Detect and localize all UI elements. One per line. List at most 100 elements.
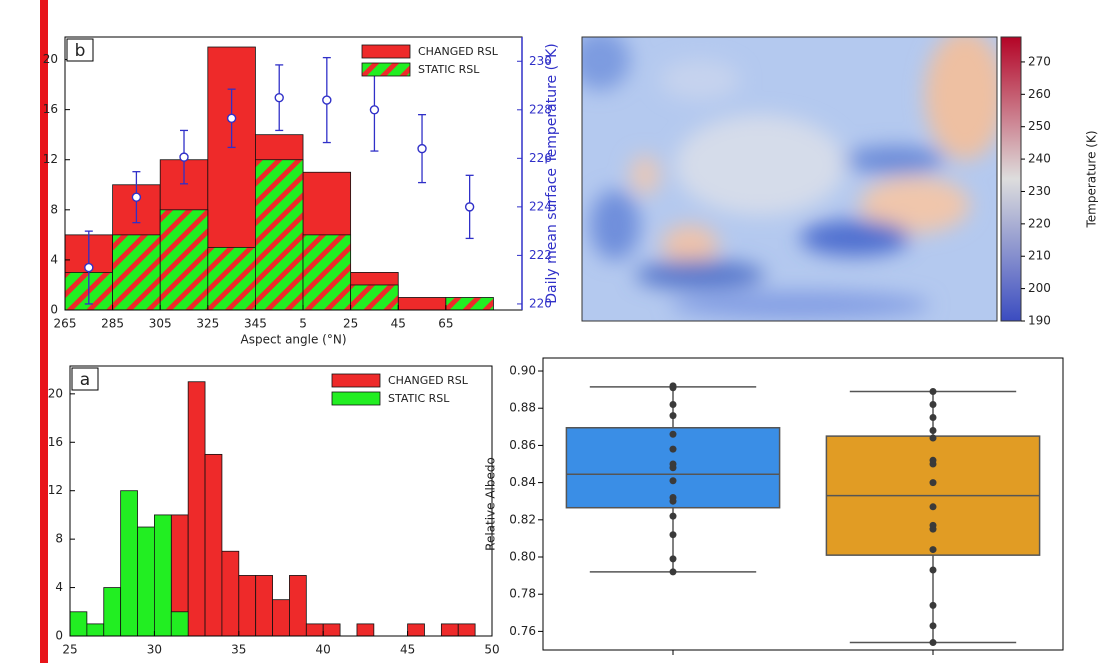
- x-tick-label: 30: [147, 643, 162, 657]
- x-tick-label: 305: [149, 317, 172, 331]
- map-patch: [662, 225, 718, 265]
- colorbar-tick-label: 270: [1028, 54, 1051, 68]
- histogram-bar: [458, 624, 475, 636]
- figure: 0481216202652853053253455254565220222224…: [0, 0, 1104, 663]
- x-tick-label: 325: [196, 317, 219, 331]
- data-point: [930, 546, 937, 553]
- histogram-bar: [408, 624, 425, 636]
- y-tick-label: 0.90: [509, 364, 536, 378]
- data-point: [670, 498, 677, 505]
- y-tick-label: 12: [43, 152, 58, 166]
- data-point: [670, 531, 677, 538]
- colorbar-tick-label: 230: [1028, 184, 1051, 198]
- side-bar: [40, 0, 48, 663]
- mean-point: [370, 106, 378, 114]
- mean-point: [323, 96, 331, 104]
- histogram-bar: [255, 160, 303, 310]
- x-tick-label: 285: [101, 317, 124, 331]
- histogram-bar: [160, 210, 208, 310]
- y-tick-label: 8: [50, 202, 58, 216]
- y-tick-label: 0.88: [509, 401, 536, 415]
- data-point: [670, 513, 677, 520]
- map-patch: [590, 190, 640, 260]
- data-point: [670, 568, 677, 575]
- map-patch: [635, 260, 765, 290]
- mean-point: [275, 94, 283, 102]
- data-point: [930, 622, 937, 629]
- histogram-bar: [188, 382, 205, 636]
- histogram-bar: [306, 624, 323, 636]
- legend-label: STATIC RSL: [388, 392, 450, 405]
- x-tick-label: 25: [62, 643, 77, 657]
- x-tick-label: 45: [400, 643, 415, 657]
- data-point: [670, 446, 677, 453]
- colorbar-tick-label: 260: [1028, 87, 1051, 101]
- y-tick-label: 16: [48, 435, 63, 449]
- legend-swatch: [362, 45, 410, 58]
- y-tick-label: 20: [48, 386, 63, 400]
- map-patch: [675, 115, 845, 215]
- y-tick-label: 12: [48, 483, 63, 497]
- data-point: [930, 479, 937, 486]
- legend-label: CHANGED RSL: [418, 45, 499, 58]
- colorbar-tick-label: 220: [1028, 216, 1051, 230]
- mean-point: [418, 145, 426, 153]
- panel-label: a: [80, 370, 90, 390]
- colorbar-tick-label: 250: [1028, 119, 1051, 133]
- histogram-bar: [303, 235, 351, 310]
- data-point: [930, 639, 937, 646]
- y-tick-label: 20: [43, 52, 58, 66]
- x-tick-label: 45: [391, 317, 406, 331]
- histogram-bar: [154, 515, 171, 636]
- y-tick-label: 0.78: [509, 587, 536, 601]
- histogram-bar: [205, 454, 222, 636]
- map-patch: [660, 60, 740, 100]
- map-patch: [800, 220, 910, 256]
- data-point: [670, 412, 677, 419]
- data-point: [670, 384, 677, 391]
- data-point: [930, 388, 937, 395]
- histogram-bar: [398, 297, 446, 310]
- data-point: [930, 434, 937, 441]
- y-tick-label: 0.82: [509, 512, 536, 526]
- y-tick-label: 4: [50, 252, 58, 266]
- x-axis-label: Aspect angle (°N): [240, 333, 346, 347]
- histogram-bar: [323, 624, 340, 636]
- y-tick-label: 4: [55, 580, 63, 594]
- map-patch: [670, 291, 930, 319]
- data-point: [930, 401, 937, 408]
- histogram-bar: [239, 575, 256, 636]
- mean-point: [228, 114, 236, 122]
- histogram-bar: [121, 491, 138, 636]
- data-point: [930, 567, 937, 574]
- legend-label: STATIC RSL: [418, 63, 480, 76]
- data-point: [670, 555, 677, 562]
- histogram-bar: [113, 235, 161, 310]
- y-tick-label: 8: [55, 532, 63, 546]
- data-point: [670, 401, 677, 408]
- colorbar-tick-label: 240: [1028, 152, 1051, 166]
- data-point: [670, 464, 677, 471]
- mean-point: [132, 193, 140, 201]
- y-tick-label: 0: [50, 303, 58, 317]
- y2-axis-label: Daily mean surface Temperature (°K): [544, 43, 560, 303]
- data-point: [670, 477, 677, 484]
- x-tick-label: 5: [299, 317, 307, 331]
- colorbar-tick-label: 210: [1028, 249, 1051, 263]
- x-tick-label: 345: [244, 317, 267, 331]
- temperature-map: [570, 30, 1005, 321]
- y-tick-label: 0: [55, 629, 63, 643]
- data-point: [930, 414, 937, 421]
- histogram-bar: [138, 527, 155, 636]
- histogram-bar: [70, 612, 87, 636]
- data-point: [930, 427, 937, 434]
- map-patch: [570, 30, 630, 90]
- legend-label: CHANGED RSL: [388, 374, 469, 387]
- histogram-bar: [446, 297, 494, 310]
- x-tick-label: 50: [484, 643, 499, 657]
- histogram-bar: [87, 624, 104, 636]
- mean-point: [466, 203, 474, 211]
- data-point: [930, 602, 937, 609]
- colorbar-tick-label: 190: [1028, 314, 1051, 328]
- data-point: [930, 526, 937, 533]
